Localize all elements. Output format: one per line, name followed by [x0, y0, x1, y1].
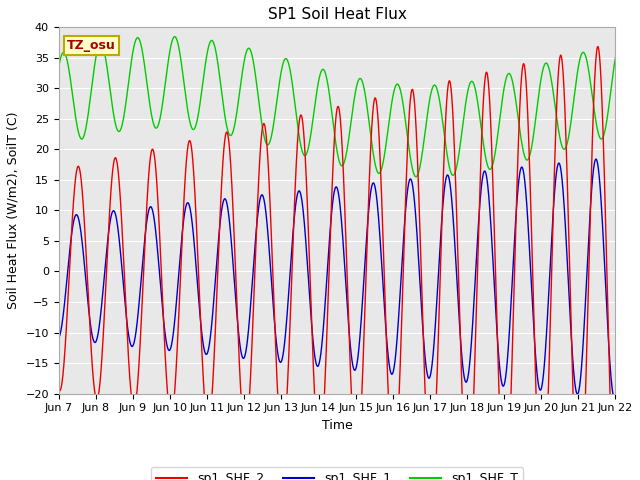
Line: sp1_SHF_1: sp1_SHF_1: [59, 159, 616, 398]
sp1_SHF_1: [417, 293, 424, 299]
sp1_SHF_T: [412, 174, 420, 180]
sp1_SHF_1: [55, 335, 63, 341]
sp1_SHF_T: [268, 133, 275, 139]
sp1_SHF_T: [470, 83, 478, 88]
sp1_SHF_1: [513, 206, 520, 212]
sp1_SHF_T: [171, 34, 179, 39]
Line: sp1_SHF_T: sp1_SHF_T: [59, 36, 616, 177]
sp1_SHF_2: [268, 235, 275, 240]
sp1_SHF_2: [156, 236, 164, 242]
Title: SP1 Soil Heat Flux: SP1 Soil Heat Flux: [268, 7, 406, 22]
Legend: sp1_SHF_2, sp1_SHF_1, sp1_SHF_T: sp1_SHF_2, sp1_SHF_1, sp1_SHF_T: [151, 467, 524, 480]
sp1_SHF_2: [55, 386, 63, 392]
sp1_SHF_1: [611, 395, 618, 401]
sp1_SHF_2: [594, 44, 602, 49]
Line: sp1_SHF_2: sp1_SHF_2: [59, 47, 616, 480]
sp1_SHF_1: [612, 394, 620, 399]
sp1_SHF_2: [470, 380, 478, 385]
sp1_SHF_1: [268, 278, 275, 284]
sp1_SHF_T: [513, 104, 520, 109]
sp1_SHF_1: [470, 296, 478, 302]
sp1_SHF_2: [513, 202, 520, 207]
sp1_SHF_T: [156, 117, 164, 122]
X-axis label: Time: Time: [322, 419, 353, 432]
Text: TZ_osu: TZ_osu: [67, 39, 116, 52]
sp1_SHF_1: [156, 275, 164, 280]
sp1_SHF_1: [592, 156, 600, 162]
sp1_SHF_T: [612, 55, 620, 60]
sp1_SHF_T: [417, 158, 425, 164]
sp1_SHF_1: [388, 371, 396, 376]
sp1_SHF_2: [417, 253, 424, 259]
Y-axis label: Soil Heat Flux (W/m2), SoilT (C): Soil Heat Flux (W/m2), SoilT (C): [7, 112, 20, 309]
sp1_SHF_T: [389, 95, 397, 100]
sp1_SHF_2: [388, 461, 396, 467]
sp1_SHF_T: [55, 64, 63, 70]
